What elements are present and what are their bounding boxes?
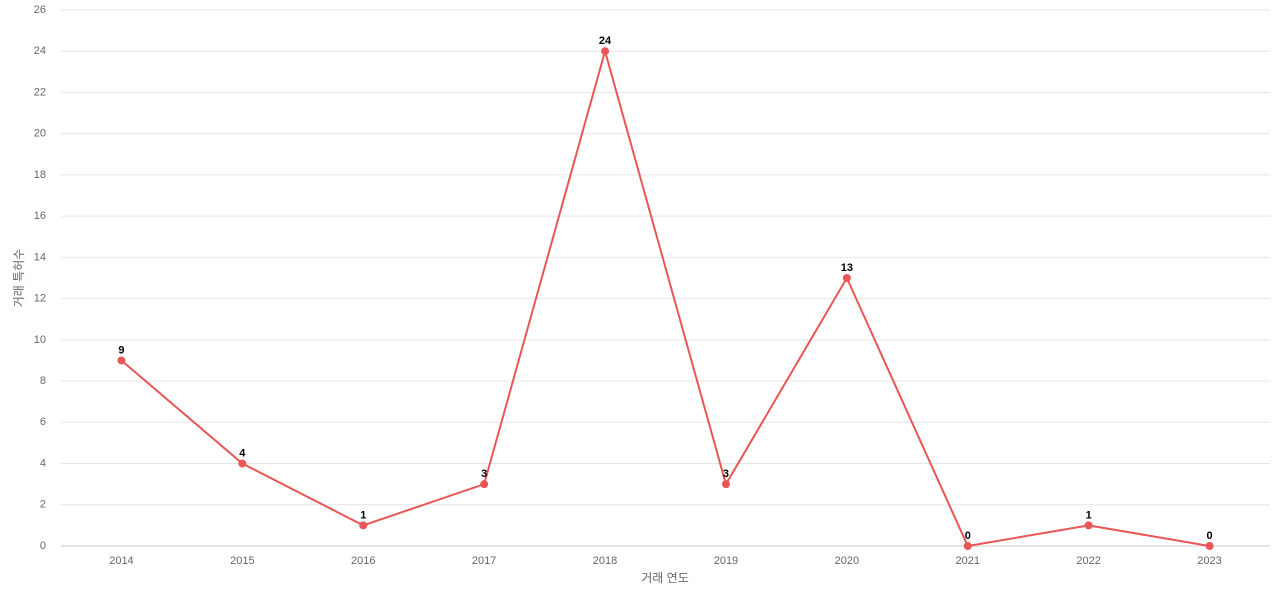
y-axis-title: 거래 특허수 xyxy=(12,249,26,308)
y-tick-label: 12 xyxy=(34,293,46,305)
data-point xyxy=(601,47,610,56)
value-label: 24 xyxy=(599,35,612,47)
y-tick-label: 18 xyxy=(34,169,46,181)
x-tick-label: 2015 xyxy=(230,555,254,567)
x-tick-label: 2017 xyxy=(472,555,496,567)
x-tick-label: 2020 xyxy=(835,555,859,567)
y-tick-label: 20 xyxy=(34,128,46,140)
data-point xyxy=(963,542,972,550)
value-label: 0 xyxy=(965,530,971,542)
data-point xyxy=(1205,542,1214,550)
y-tick-label: 8 xyxy=(40,375,46,387)
y-tick-label: 4 xyxy=(40,457,46,469)
y-tick-label: 24 xyxy=(34,45,46,57)
value-label: 9 xyxy=(118,344,124,356)
x-tick-label: 2019 xyxy=(714,555,738,567)
value-label: 13 xyxy=(841,262,853,274)
x-axis-title: 거래 연도 xyxy=(641,571,689,585)
y-tick-label: 10 xyxy=(34,334,46,346)
value-label: 3 xyxy=(481,468,487,480)
y-tick-label: 26 xyxy=(34,4,46,16)
y-tick-label: 22 xyxy=(34,86,46,98)
y-tick-label: 14 xyxy=(34,251,46,263)
x-tick-label: 2018 xyxy=(593,555,617,567)
value-label: 1 xyxy=(1086,509,1092,521)
data-point xyxy=(117,356,126,365)
x-tick-label: 2021 xyxy=(956,555,980,567)
y-tick-label: 0 xyxy=(40,540,46,552)
data-point xyxy=(1084,521,1093,530)
data-point xyxy=(480,480,489,489)
x-tick-label: 2022 xyxy=(1076,555,1100,567)
x-tick-label: 2016 xyxy=(351,555,375,567)
series-line xyxy=(120,47,1210,548)
data-point xyxy=(842,274,851,282)
data-point xyxy=(721,480,730,489)
data-point xyxy=(238,459,247,468)
x-tick-label: 2014 xyxy=(109,555,133,567)
x-tick-label: 2023 xyxy=(1197,555,1221,567)
value-label: 3 xyxy=(723,468,729,480)
value-label: 1 xyxy=(360,509,366,521)
y-tick-label: 16 xyxy=(34,210,46,222)
value-label: 4 xyxy=(239,447,246,459)
y-tick-label: 6 xyxy=(40,416,46,428)
y-tick-label: 2 xyxy=(40,499,46,511)
value-label: 0 xyxy=(1206,530,1212,542)
data-point xyxy=(359,521,368,530)
